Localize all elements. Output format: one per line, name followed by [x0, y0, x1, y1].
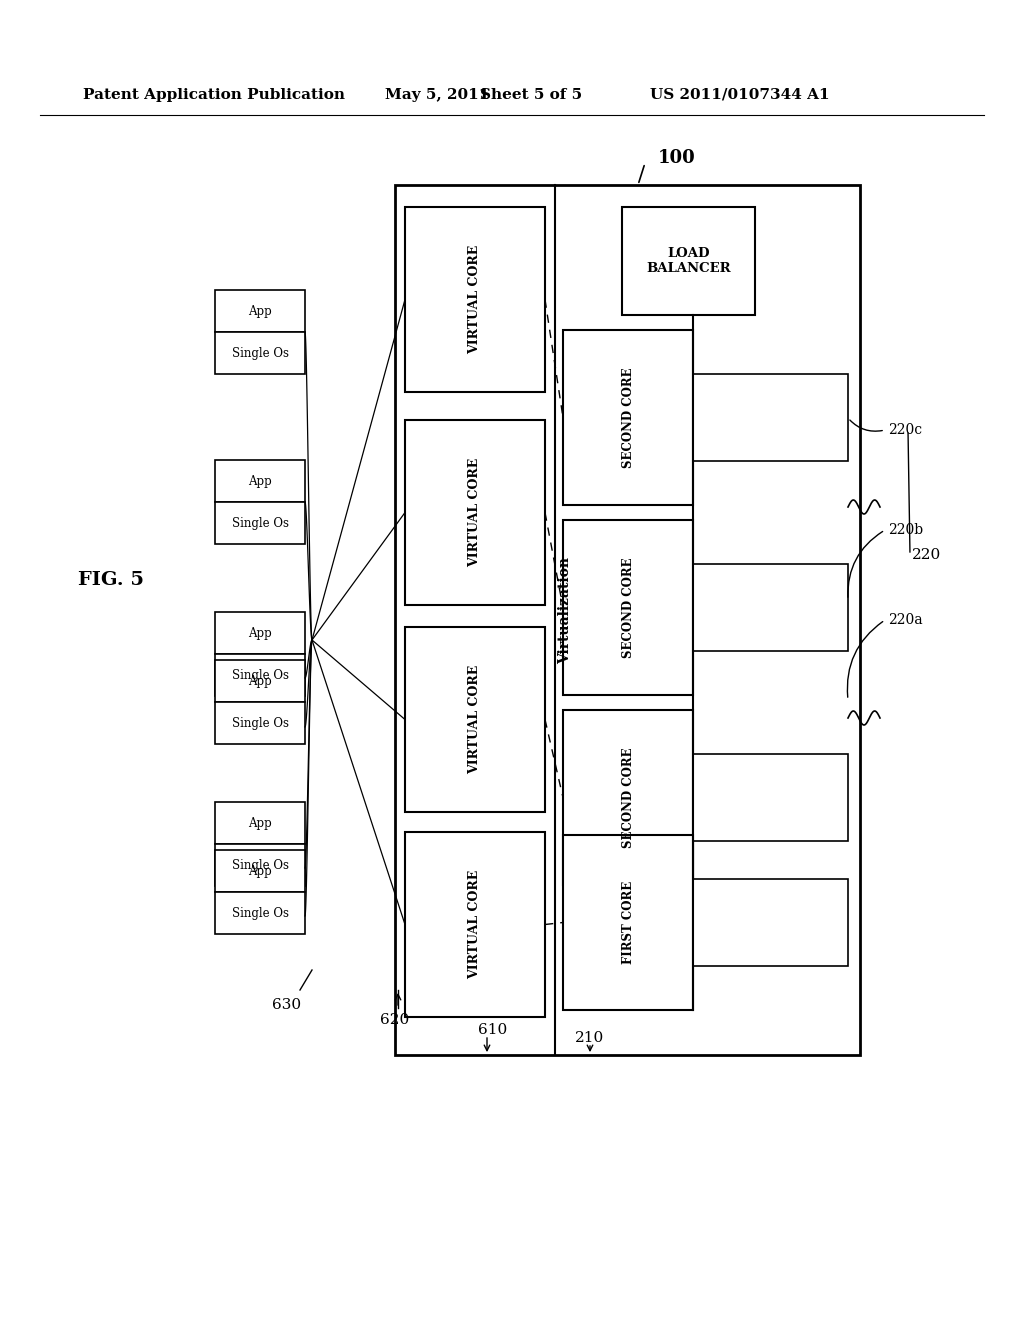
Bar: [563, 836, 693, 1010]
Bar: [395, 185, 860, 1055]
Text: 100: 100: [658, 149, 695, 168]
Text: SECOND CORE: SECOND CORE: [622, 367, 635, 467]
Text: Single Os: Single Os: [231, 907, 289, 920]
Text: 220a: 220a: [888, 612, 923, 627]
Text: Sheet 5 of 5: Sheet 5 of 5: [480, 88, 582, 102]
Text: VIRTUAL CORE: VIRTUAL CORE: [469, 870, 481, 979]
Text: Patent Application Publication: Patent Application Publication: [83, 88, 345, 102]
Text: App: App: [248, 675, 272, 688]
Bar: [215, 660, 305, 702]
Bar: [563, 710, 693, 884]
Text: 220c: 220c: [888, 422, 923, 437]
Text: SECOND CORE: SECOND CORE: [622, 557, 635, 657]
Text: Single Os: Single Os: [231, 858, 289, 871]
Text: Single Os: Single Os: [231, 516, 289, 529]
Bar: [215, 653, 305, 696]
Bar: [215, 803, 305, 843]
Bar: [563, 330, 693, 506]
Bar: [215, 290, 305, 333]
Bar: [406, 420, 545, 605]
Text: 220: 220: [912, 548, 941, 562]
Bar: [406, 207, 545, 392]
Text: FIRST CORE: FIRST CORE: [622, 880, 635, 964]
Text: SECOND CORE: SECOND CORE: [622, 747, 635, 847]
Bar: [215, 702, 305, 744]
Bar: [215, 850, 305, 892]
Text: VIRTUAL CORE: VIRTUAL CORE: [469, 246, 481, 354]
Bar: [406, 832, 545, 1016]
Text: VIRTUAL CORE: VIRTUAL CORE: [469, 458, 481, 568]
Bar: [215, 892, 305, 935]
Bar: [215, 502, 305, 544]
Text: Single Os: Single Os: [231, 717, 289, 730]
Bar: [215, 459, 305, 502]
Text: Single Os: Single Os: [231, 668, 289, 681]
Bar: [215, 333, 305, 374]
Bar: [563, 520, 693, 696]
Text: Single Os: Single Os: [231, 346, 289, 359]
Bar: [215, 843, 305, 886]
Bar: [693, 374, 848, 461]
Text: Virtualization: Virtualization: [558, 557, 572, 664]
Text: May 5, 2011: May 5, 2011: [385, 88, 489, 102]
Bar: [215, 612, 305, 653]
Text: FIG. 5: FIG. 5: [78, 572, 144, 589]
Text: 220b: 220b: [888, 523, 923, 537]
Bar: [693, 879, 848, 966]
Text: App: App: [248, 305, 272, 318]
Text: 210: 210: [575, 1031, 604, 1045]
Text: App: App: [248, 817, 272, 829]
Text: 630: 630: [272, 998, 301, 1012]
Text: 610: 610: [478, 1023, 507, 1038]
Text: App: App: [248, 627, 272, 639]
Bar: [693, 564, 848, 651]
Text: LOAD
BALANCER: LOAD BALANCER: [646, 247, 731, 275]
Text: VIRTUAL CORE: VIRTUAL CORE: [469, 665, 481, 774]
Bar: [406, 627, 545, 812]
Text: App: App: [248, 474, 272, 487]
Text: 620: 620: [380, 1012, 410, 1027]
Text: App: App: [248, 865, 272, 878]
Bar: [622, 207, 755, 315]
Text: US 2011/0107344 A1: US 2011/0107344 A1: [650, 88, 829, 102]
Bar: [693, 754, 848, 841]
